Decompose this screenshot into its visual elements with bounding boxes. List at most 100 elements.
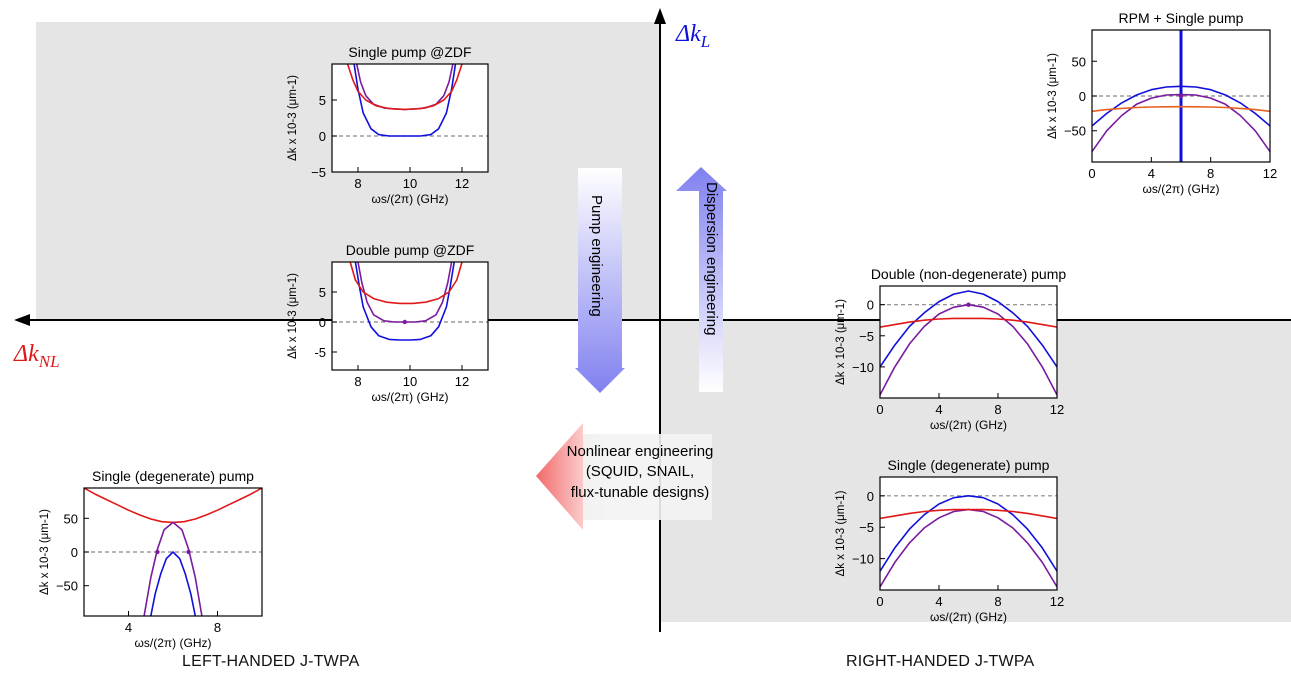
x-tick-label: 12	[455, 176, 469, 191]
plot-background	[332, 64, 488, 172]
plot-title: Single (degenerate) pump	[888, 457, 1050, 473]
y-axis-label: Δk x 10-3 (μm-1)	[1047, 53, 1059, 139]
series-line-red	[880, 317, 1057, 328]
phase-match-point	[186, 549, 191, 555]
x-tick-label: 12	[455, 374, 469, 389]
y-axis-label: Δk x 10-3 (μm-1)	[39, 509, 51, 595]
series-line-blue	[880, 494, 1057, 572]
y-tick-label: 50	[64, 511, 78, 526]
x-tick-label: 8	[994, 594, 1001, 609]
x-tick-label: 8	[994, 402, 1001, 417]
nonlinear-label-line2: (SQUID, SNAIL,	[586, 463, 694, 480]
x-axis-label: ωs/(2π) (GHz)	[930, 418, 1007, 432]
horizontal-axis-label: ΔkNL	[13, 341, 60, 371]
vertical-axis-label: ΔkL	[675, 21, 710, 51]
plot-area	[880, 494, 1057, 588]
x-tick-label: 4	[1148, 166, 1155, 181]
x-axis-label: ωs/(2π) (GHz)	[135, 636, 212, 650]
x-axis-label: ωs/(2π) (GHz)	[372, 192, 449, 206]
plot-title: Double pump @ZDF	[346, 242, 475, 258]
plot-title: Single pump @ZDF	[348, 44, 471, 60]
plot-frame	[879, 285, 1058, 399]
plot-area	[332, 262, 488, 341]
nonlinear-label-line1: Nonlinear engineering	[567, 443, 714, 460]
plot-double-nondegenerate-pump: 0 4 8 12 −10 −5 0 Double (non-degenerate) pump ω…	[835, 266, 1066, 432]
x-tick-label: 4	[935, 594, 942, 609]
y-axis-label: Δk x 10-3 (μm-1)	[835, 490, 847, 576]
x-tick-label: 12	[1263, 166, 1277, 181]
y-tick-label: −50	[56, 579, 78, 594]
y-tick-label: 5	[319, 285, 326, 300]
phase-match-point	[966, 302, 971, 307]
series-line-red	[880, 508, 1057, 520]
y-tick-label: −5	[859, 329, 874, 344]
left-handed-label: LEFT-HANDED J-TWPA	[182, 653, 360, 670]
y-tick-label: -5	[314, 345, 326, 360]
x-tick-label: 0	[876, 402, 883, 417]
plot-single-degenerate-right: 0 4 8 12 −10 −5 0 Single (degenerate) pump ωs/(2…	[835, 457, 1064, 624]
series-line-blue	[1092, 85, 1270, 127]
right-handed-label: RIGHT-HANDED J-TWPA	[846, 653, 1035, 670]
vertical-axis-arrowhead	[654, 8, 666, 24]
y-tick-label: 0	[71, 545, 78, 560]
plot-title: Double (non-degenerate) pump	[871, 266, 1067, 282]
plot-title: Single (degenerate) pump	[92, 468, 254, 484]
y-tick-label: −10	[852, 360, 874, 375]
plot-double-pump-zdf: 8 10 12 -5 0 5 Double pump @ZDF ωs/(2π) (GHz) Δk…	[287, 242, 489, 404]
series-line-red	[346, 64, 463, 111]
dispersion-engineering-arrow: Dispersion engineering	[676, 167, 727, 392]
series-line-orange	[1092, 105, 1270, 113]
plot-title: RPM + Single pump	[1119, 10, 1244, 26]
y-tick-label: 0	[319, 315, 326, 330]
series-line-blue	[354, 262, 455, 341]
horizontal-axis-arrowhead	[14, 314, 30, 326]
plot-single-pump-zdf: 8 10 12 −5 0 5 Single pump @ZDF ωs/(2π) (GHz) Δk…	[287, 44, 489, 206]
x-tick-label: 10	[403, 176, 417, 191]
x-axis-label: ωs/(2π) (GHz)	[1143, 182, 1220, 196]
nonlinear-engineering-arrow: Nonlinear engineering (SQUID, SNAIL, flu…	[536, 423, 713, 530]
y-tick-label: 0	[319, 129, 326, 144]
series-line-blue	[880, 290, 1057, 368]
plot-area	[332, 64, 488, 137]
x-tick-label: 12	[1050, 402, 1064, 417]
phase-match-point	[402, 319, 407, 325]
plot-rpm-single-pump: 0 4 8 12 −50 0 50 RPM + Single pump ωs/(2π) (GHz…	[1047, 10, 1277, 196]
x-tick-label: 8	[354, 176, 361, 191]
x-tick-label: 4	[125, 620, 132, 635]
plot-single-degenerate-left: 4 8 −50 0 50 Single (degenerate) pump ωs/(2π) …	[39, 468, 263, 650]
y-tick-label: 50	[1072, 54, 1086, 69]
y-tick-label: −5	[311, 165, 326, 180]
x-tick-label: 12	[1050, 594, 1064, 609]
x-tick-label: 8	[354, 374, 361, 389]
series-line-red	[349, 262, 463, 305]
y-tick-label: 0	[867, 298, 874, 313]
pump-engineering-label: Pump engineering	[588, 195, 605, 317]
plot-area	[1092, 30, 1270, 162]
phase-match-point	[1178, 93, 1184, 99]
x-axis-label: ωs/(2π) (GHz)	[372, 390, 449, 404]
x-axis-label: ωs/(2π) (GHz)	[930, 610, 1007, 624]
x-tick-label: 8	[1207, 166, 1214, 181]
series-line-blue	[353, 64, 457, 137]
y-tick-label: −5	[859, 520, 874, 535]
y-axis-label: Δk x 10-3 (μm-1)	[835, 299, 847, 385]
series-line-blue	[150, 551, 197, 616]
y-tick-label: 0	[1079, 89, 1086, 104]
plot-area	[880, 290, 1057, 396]
y-tick-label: 5	[319, 93, 326, 108]
x-tick-label: 8	[214, 620, 221, 635]
x-tick-label: 0	[876, 594, 883, 609]
series-line-purple	[143, 521, 203, 616]
y-tick-label: −10	[852, 552, 874, 567]
y-axis-label: Δk x 10-3 (μm-1)	[287, 75, 299, 161]
phase-match-point	[155, 549, 160, 555]
x-tick-label: 4	[935, 402, 942, 417]
x-tick-label: 0	[1088, 166, 1095, 181]
plot-area	[84, 488, 262, 616]
x-tick-label: 10	[403, 374, 417, 389]
nonlinear-label-line3: flux-tunable designs)	[571, 484, 709, 501]
dispersion-engineering-label: Dispersion engineering	[703, 182, 720, 335]
pump-engineering-arrow: Pump engineering	[575, 168, 625, 393]
plot-frame	[879, 476, 1058, 591]
